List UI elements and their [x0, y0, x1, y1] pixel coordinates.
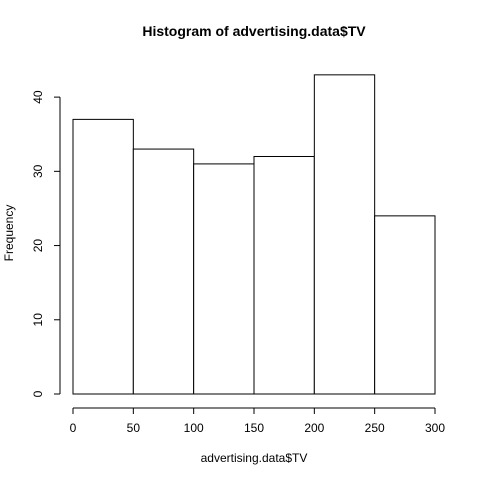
x-tick-label-2: 100 — [184, 421, 204, 435]
y-axis-label: Frequency — [2, 205, 16, 262]
histogram-bar-1 — [132, 148, 195, 395]
histogram-bar-4 — [313, 74, 376, 395]
y-tick-label-2: 20 — [31, 239, 45, 253]
x-tick-label-5: 250 — [365, 421, 385, 435]
y-tick-label-3: 30 — [31, 164, 45, 178]
histogram-bar-5 — [374, 215, 436, 395]
y-tick-label-4: 40 — [31, 90, 45, 104]
histogram-bar-2 — [193, 163, 255, 395]
chart-title: Histogram of advertising.data$TV — [142, 23, 366, 39]
y-axis: 0 10 20 30 40 — [31, 90, 61, 397]
x-tick-label-0: 0 — [70, 421, 77, 435]
y-tick-label-0: 0 — [31, 390, 45, 397]
histogram-bar-0 — [72, 118, 134, 395]
x-axis: 0 50 100 150 200 250 300 — [70, 407, 445, 435]
histogram-bar-3 — [253, 155, 315, 395]
x-tick-label-4: 200 — [304, 421, 324, 435]
x-tick-label-1: 50 — [127, 421, 141, 435]
x-axis-label: advertising.data$TV — [201, 451, 308, 465]
bars-group — [72, 74, 436, 395]
y-tick-label-1: 10 — [31, 313, 45, 327]
x-tick-label-6: 300 — [425, 421, 445, 435]
x-tick-label-3: 150 — [244, 421, 264, 435]
